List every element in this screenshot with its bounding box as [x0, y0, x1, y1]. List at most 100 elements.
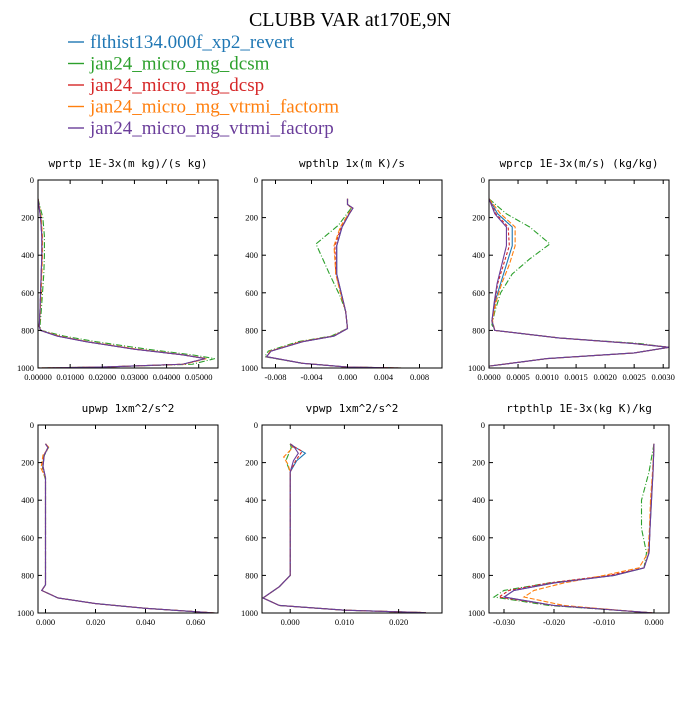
y-tick-label: 800 [21, 570, 34, 580]
y-tick-label: 600 [21, 533, 34, 543]
series-group [492, 443, 655, 613]
panel-6: rtpthlp 1E-3x(kg K)/kg02004006008001000-… [468, 402, 670, 627]
x-tick-label: 0.0010 [535, 372, 558, 382]
y-tick-label: 600 [21, 288, 34, 298]
x-tick-label: 0.02000 [88, 372, 116, 382]
x-tick-label: 0.03000 [121, 372, 149, 382]
y-tick-label: 400 [472, 495, 485, 505]
y-tick-label: 400 [21, 495, 34, 505]
series-line-3 [38, 198, 206, 368]
y-tick-label: 400 [245, 250, 258, 260]
panel-5: vpwp 1xm^2/s^2 0 200 400 600 800 1000 0.000 0.01… [241, 402, 443, 627]
y-tick-label: 0 [30, 420, 34, 430]
panels: wprtp 1E-3x(m kg)/(s kg) 0 200 400 600 800 100… [17, 157, 675, 627]
series-line-1 [262, 443, 426, 613]
x-tick-label: -0.030 [493, 617, 515, 627]
series-line-1 [40, 443, 216, 613]
series-line-2 [263, 198, 402, 368]
series-group [263, 198, 402, 368]
series-line-3 [262, 443, 426, 613]
series-line-2 [492, 443, 655, 613]
panel-3: wprcp 1E-3x(m/s) (kg/kg) 0 200 400 600 800 100… [468, 157, 675, 382]
x-tick-label: 0.020 [389, 617, 408, 627]
y-tick-label: 1000 [468, 363, 485, 373]
y-tick-label: 200 [21, 213, 34, 223]
legend-item: flthist134.000f_xp2_revert [68, 32, 295, 53]
y-tick-label: 0 [30, 175, 34, 185]
x-tick-label: 0.0020 [593, 372, 616, 382]
legend-label: jan24_micro_mg_vtrmi_factorp [89, 118, 334, 139]
legend-label: jan24_micro_mg_dcsp [89, 75, 264, 96]
legend-item: jan24_micro_mg_vtrmi_factorm [68, 97, 339, 118]
series-line-1 [38, 198, 206, 368]
y-tick-label: 200 [472, 213, 485, 223]
y-tick-label: 600 [472, 533, 485, 543]
legend-item: jan24_micro_mg_vtrmi_factorp [68, 118, 334, 139]
y-tick-label: 800 [472, 570, 485, 580]
y-tick-label: 800 [245, 570, 258, 580]
series-line-2 [38, 198, 215, 368]
series-line-2 [262, 443, 426, 613]
x-tick-label: 0.008 [410, 372, 429, 382]
x-tick-label: 0.0005 [506, 372, 529, 382]
x-tick-label: 0.000 [644, 617, 663, 627]
panel-title: wprtp 1E-3x(m kg)/(s kg) [49, 157, 208, 170]
panel-title: vpwp 1xm^2/s^2 [306, 402, 399, 415]
x-tick-label: 0.05000 [185, 372, 213, 382]
y-tick-label: 1000 [468, 608, 485, 618]
series-line-3 [40, 443, 216, 613]
series-group [38, 198, 215, 368]
panel-title: wprcp 1E-3x(m/s) (kg/kg) [500, 157, 659, 170]
x-tick-label: 0.010 [335, 617, 354, 627]
figure-title: CLUBB VAR at170E,9N [249, 9, 451, 31]
y-tick-label: 1000 [241, 363, 258, 373]
panel-1: wprtp 1E-3x(m kg)/(s kg) 0 200 400 600 800 100… [17, 157, 219, 382]
y-tick-label: 1000 [17, 608, 34, 618]
legend-label: jan24_micro_mg_vtrmi_factorm [89, 97, 339, 118]
x-tick-label: -0.020 [543, 617, 565, 627]
y-tick-label: 800 [245, 325, 258, 335]
x-tick-label: 0.000 [338, 372, 357, 382]
legend-item: jan24_micro_mg_dcsp [68, 75, 264, 96]
series-line-3 [497, 443, 655, 613]
x-tick-label: -0.008 [265, 372, 287, 382]
panel-title: upwp 1xm^2/s^2 [82, 402, 175, 415]
series-line-4 [489, 198, 669, 367]
legend-label: flthist134.000f_xp2_revert [90, 32, 295, 53]
x-tick-label: 0.0025 [622, 372, 645, 382]
x-tick-label: 0.0030 [652, 372, 675, 382]
y-tick-label: 400 [21, 250, 34, 260]
series-line-3 [489, 198, 669, 367]
series-line-4 [40, 443, 216, 613]
y-tick-label: 800 [472, 325, 485, 335]
series-line-5 [38, 198, 206, 368]
x-tick-label: 0.040 [136, 617, 155, 627]
plot-frame [488, 179, 670, 369]
panel-2: wpthlp 1x(m K)/s 0 200 400 600 800 1000 -0.008 -… [241, 157, 443, 382]
y-tick-label: 0 [481, 175, 485, 185]
y-tick-label: 800 [21, 325, 34, 335]
plot-frame [37, 424, 219, 614]
y-tick-label: 200 [245, 458, 258, 468]
x-tick-label: 0.000 [36, 617, 55, 627]
legend: flthist134.000f_xp2_revertjan24_micro_mg… [68, 32, 339, 139]
plot-frame [488, 424, 670, 614]
y-tick-label: 600 [245, 288, 258, 298]
y-tick-label: 200 [21, 458, 34, 468]
y-tick-label: 200 [472, 458, 485, 468]
legend-label: jan24_micro_mg_dcsm [89, 54, 270, 75]
x-tick-label: 0.01000 [56, 372, 84, 382]
series-line-4 [262, 443, 426, 613]
y-tick-label: 400 [245, 495, 258, 505]
x-tick-label: 0.0015 [564, 372, 587, 382]
x-tick-label: -0.010 [593, 617, 615, 627]
x-tick-label: 0.0000 [477, 372, 500, 382]
series-group [40, 443, 216, 613]
series-line-2 [40, 443, 216, 613]
y-tick-label: 0 [254, 420, 258, 430]
series-line-5 [502, 443, 655, 613]
y-tick-label: 400 [472, 250, 485, 260]
series-line-5 [265, 198, 402, 368]
